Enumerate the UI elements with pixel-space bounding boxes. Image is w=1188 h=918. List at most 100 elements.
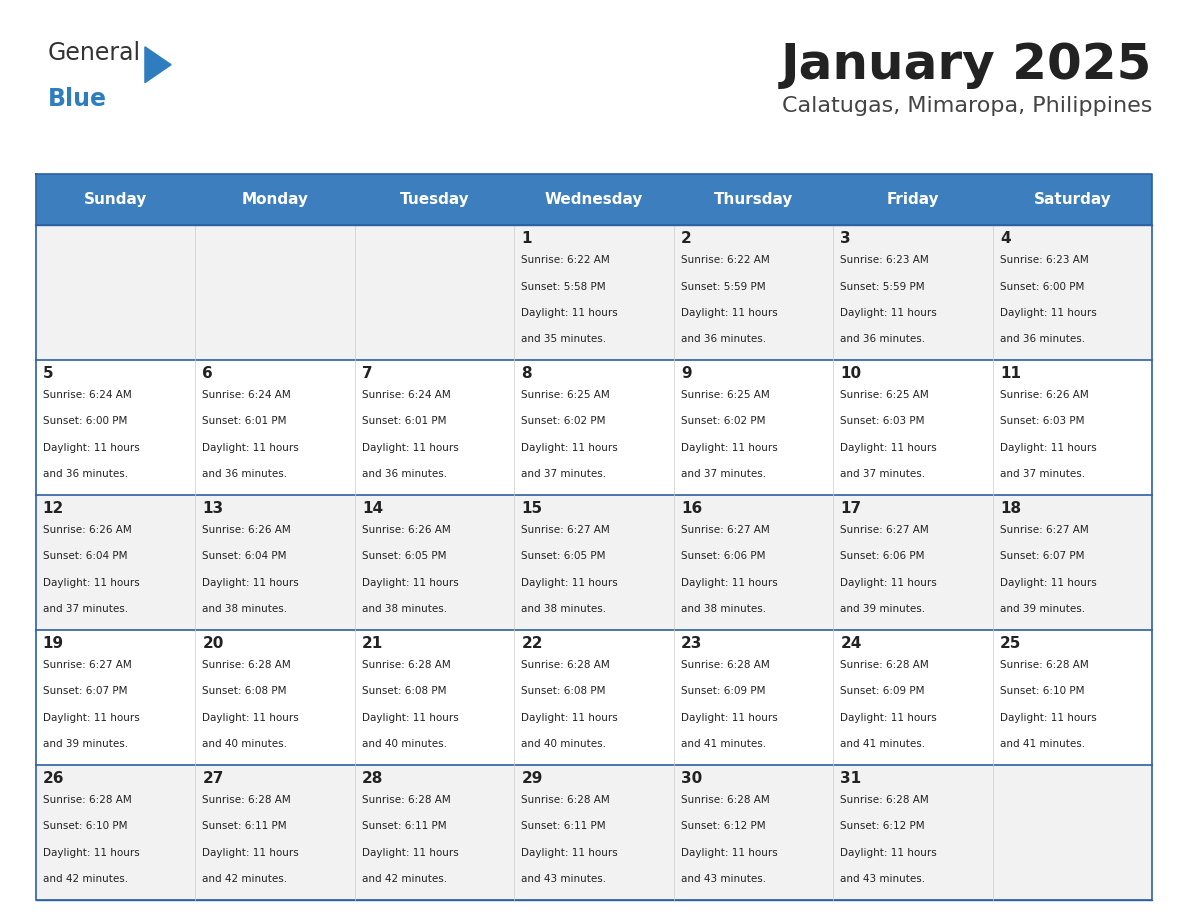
Bar: [833, 360, 993, 495]
Text: and 38 minutes.: and 38 minutes.: [522, 604, 607, 614]
Text: Sunrise: 6:28 AM: Sunrise: 6:28 AM: [522, 795, 611, 805]
Text: Sunrise: 6:28 AM: Sunrise: 6:28 AM: [43, 795, 132, 805]
Text: Sunrise: 6:26 AM: Sunrise: 6:26 AM: [202, 525, 291, 535]
Bar: [36, 495, 195, 630]
Bar: [833, 225, 993, 360]
Text: Daylight: 11 hours: Daylight: 11 hours: [840, 712, 937, 722]
Text: and 42 minutes.: and 42 minutes.: [43, 874, 128, 884]
Text: Sunset: 6:12 PM: Sunset: 6:12 PM: [681, 822, 765, 832]
Text: Daylight: 11 hours: Daylight: 11 hours: [362, 847, 459, 857]
Text: Sunrise: 6:27 AM: Sunrise: 6:27 AM: [681, 525, 770, 535]
Text: Sunset: 6:04 PM: Sunset: 6:04 PM: [202, 552, 286, 562]
Text: Monday: Monday: [241, 192, 309, 207]
Bar: [36, 225, 195, 360]
Text: Daylight: 11 hours: Daylight: 11 hours: [202, 847, 299, 857]
Bar: [993, 174, 1152, 225]
Text: and 43 minutes.: and 43 minutes.: [840, 874, 925, 884]
Text: Sunset: 6:06 PM: Sunset: 6:06 PM: [840, 552, 925, 562]
Text: 16: 16: [681, 501, 702, 516]
Text: Sunrise: 6:24 AM: Sunrise: 6:24 AM: [43, 390, 132, 400]
Bar: [993, 225, 1152, 360]
Text: Daylight: 11 hours: Daylight: 11 hours: [681, 442, 778, 453]
Text: and 35 minutes.: and 35 minutes.: [522, 334, 607, 344]
Text: Sunset: 6:09 PM: Sunset: 6:09 PM: [840, 687, 925, 697]
Text: Sunset: 6:08 PM: Sunset: 6:08 PM: [202, 687, 286, 697]
Bar: [674, 360, 833, 495]
Text: 3: 3: [840, 231, 851, 246]
Text: and 37 minutes.: and 37 minutes.: [522, 469, 607, 479]
Text: Sunrise: 6:25 AM: Sunrise: 6:25 AM: [681, 390, 770, 400]
Text: Daylight: 11 hours: Daylight: 11 hours: [362, 442, 459, 453]
Text: Sunset: 6:05 PM: Sunset: 6:05 PM: [362, 552, 447, 562]
Text: Sunrise: 6:22 AM: Sunrise: 6:22 AM: [522, 255, 611, 265]
Text: Sunset: 6:12 PM: Sunset: 6:12 PM: [840, 822, 925, 832]
Bar: [36, 765, 195, 900]
Text: Sunset: 6:08 PM: Sunset: 6:08 PM: [362, 687, 447, 697]
Text: 23: 23: [681, 636, 702, 651]
Text: Thursday: Thursday: [714, 192, 794, 207]
Text: Daylight: 11 hours: Daylight: 11 hours: [681, 712, 778, 722]
Bar: [514, 225, 674, 360]
Text: Sunset: 6:03 PM: Sunset: 6:03 PM: [840, 417, 925, 427]
Text: 5: 5: [43, 366, 53, 381]
Text: Sunset: 6:01 PM: Sunset: 6:01 PM: [202, 417, 286, 427]
Bar: [195, 225, 355, 360]
Text: and 36 minutes.: and 36 minutes.: [43, 469, 128, 479]
Text: Sunrise: 6:28 AM: Sunrise: 6:28 AM: [362, 795, 450, 805]
Text: 15: 15: [522, 501, 543, 516]
Bar: [514, 765, 674, 900]
Text: Sunrise: 6:28 AM: Sunrise: 6:28 AM: [1000, 660, 1088, 670]
Bar: [355, 495, 514, 630]
Text: and 42 minutes.: and 42 minutes.: [362, 874, 447, 884]
Bar: [195, 765, 355, 900]
Text: Daylight: 11 hours: Daylight: 11 hours: [362, 577, 459, 588]
Text: 22: 22: [522, 636, 543, 651]
Text: and 39 minutes.: and 39 minutes.: [840, 604, 925, 614]
Text: Sunrise: 6:23 AM: Sunrise: 6:23 AM: [840, 255, 929, 265]
Bar: [195, 360, 355, 495]
Bar: [36, 174, 195, 225]
Text: Sunset: 6:07 PM: Sunset: 6:07 PM: [43, 687, 127, 697]
Text: and 43 minutes.: and 43 minutes.: [681, 874, 766, 884]
Text: Sunset: 6:00 PM: Sunset: 6:00 PM: [43, 417, 127, 427]
Text: Sunset: 5:59 PM: Sunset: 5:59 PM: [681, 282, 765, 292]
Bar: [833, 495, 993, 630]
Text: 13: 13: [202, 501, 223, 516]
Text: Sunrise: 6:28 AM: Sunrise: 6:28 AM: [202, 795, 291, 805]
Text: Sunset: 6:02 PM: Sunset: 6:02 PM: [681, 417, 765, 427]
Text: Daylight: 11 hours: Daylight: 11 hours: [362, 712, 459, 722]
Text: Sunset: 6:10 PM: Sunset: 6:10 PM: [43, 822, 127, 832]
Text: and 40 minutes.: and 40 minutes.: [362, 739, 447, 749]
Text: Sunrise: 6:28 AM: Sunrise: 6:28 AM: [681, 660, 770, 670]
Text: Daylight: 11 hours: Daylight: 11 hours: [202, 712, 299, 722]
Bar: [833, 630, 993, 765]
Bar: [36, 360, 195, 495]
Text: Daylight: 11 hours: Daylight: 11 hours: [840, 442, 937, 453]
Text: Sunrise: 6:26 AM: Sunrise: 6:26 AM: [1000, 390, 1088, 400]
Text: and 36 minutes.: and 36 minutes.: [1000, 334, 1085, 344]
Text: 30: 30: [681, 771, 702, 786]
Text: 14: 14: [362, 501, 383, 516]
Text: Daylight: 11 hours: Daylight: 11 hours: [1000, 442, 1097, 453]
Text: and 37 minutes.: and 37 minutes.: [43, 604, 128, 614]
Text: 1: 1: [522, 231, 532, 246]
Text: Daylight: 11 hours: Daylight: 11 hours: [1000, 577, 1097, 588]
Text: Daylight: 11 hours: Daylight: 11 hours: [43, 712, 139, 722]
Text: Sunset: 6:11 PM: Sunset: 6:11 PM: [362, 822, 447, 832]
Text: January 2025: January 2025: [781, 41, 1152, 89]
Text: 2: 2: [681, 231, 691, 246]
Text: Daylight: 11 hours: Daylight: 11 hours: [43, 847, 139, 857]
Text: Sunset: 6:06 PM: Sunset: 6:06 PM: [681, 552, 765, 562]
Text: 25: 25: [1000, 636, 1022, 651]
Text: Daylight: 11 hours: Daylight: 11 hours: [681, 847, 778, 857]
Text: Sunrise: 6:24 AM: Sunrise: 6:24 AM: [362, 390, 450, 400]
Bar: [674, 630, 833, 765]
Text: Sunrise: 6:27 AM: Sunrise: 6:27 AM: [840, 525, 929, 535]
Text: Daylight: 11 hours: Daylight: 11 hours: [522, 308, 618, 318]
Text: Sunrise: 6:28 AM: Sunrise: 6:28 AM: [522, 660, 611, 670]
Text: Sunrise: 6:27 AM: Sunrise: 6:27 AM: [522, 525, 611, 535]
Text: Sunrise: 6:23 AM: Sunrise: 6:23 AM: [1000, 255, 1088, 265]
Polygon shape: [145, 47, 171, 83]
Bar: [514, 360, 674, 495]
Text: and 37 minutes.: and 37 minutes.: [681, 469, 766, 479]
